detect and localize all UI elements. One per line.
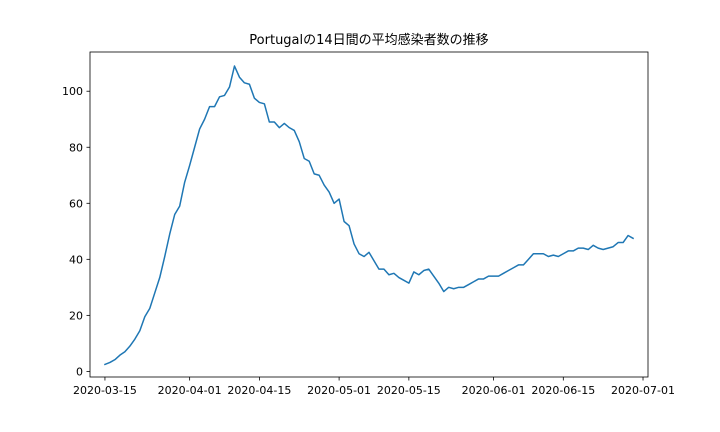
y-tick-label: 40 <box>69 253 83 266</box>
plot-area <box>103 65 635 366</box>
y-axis: 0 20 40 60 80 100 <box>62 85 90 378</box>
chart-title: Portugalの14日間の平均感染者数の推移 <box>249 32 488 48</box>
x-axis: 2020-03-15 2020-04-01 2020-04-15 2020-05-01… <box>73 377 675 397</box>
y-tick-label: 0 <box>76 365 83 378</box>
x-tick-label: 2020-04-01 <box>158 384 222 397</box>
x-tick-label: 2020-05-01 <box>307 384 371 397</box>
x-tick-label: 2020-06-01 <box>462 384 526 397</box>
x-tick-label: 2020-03-15 <box>73 384 137 397</box>
x-tick-label: 2020-04-15 <box>227 384 291 397</box>
x-tick-label: 2020-06-15 <box>531 384 595 397</box>
series-line-0 <box>103 65 635 366</box>
y-tick-label: 80 <box>69 141 83 154</box>
x-tick-label: 2020-07-01 <box>611 384 675 397</box>
y-tick-label: 20 <box>69 309 83 322</box>
y-tick-label: 100 <box>62 85 83 98</box>
plot-frame <box>89 51 649 378</box>
y-tick-label: 60 <box>69 197 83 210</box>
x-tick-label: 2020-05-15 <box>377 384 441 397</box>
